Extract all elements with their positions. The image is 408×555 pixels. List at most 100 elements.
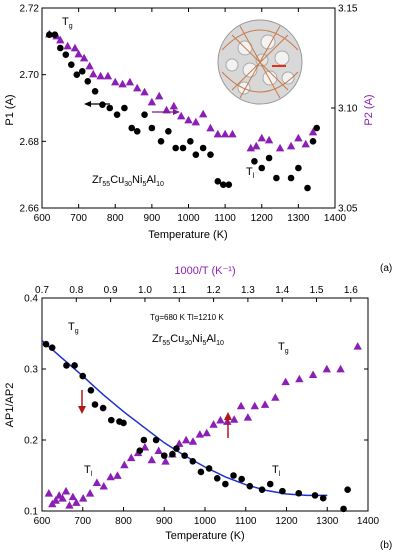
panel-b-x-tick-label: 800 <box>115 516 132 527</box>
p1-point <box>225 181 233 188</box>
tg-label: Tg <box>62 16 73 30</box>
panel-a-y-right-tick-label: 3.10 <box>338 104 358 115</box>
tg-label-right: Tg <box>278 341 289 355</box>
panel-b-x-tick-label: 1400 <box>357 516 380 527</box>
p2-point <box>286 141 296 150</box>
panel-b-axis-ticks: 600 700 800 900 1000 1100 1200 1300 1400 0.7 0.8 0.… <box>24 285 379 527</box>
p2-point <box>125 77 135 86</box>
inverse-temperature-point <box>188 437 198 445</box>
p2-point <box>169 101 179 110</box>
panel-b-x-tick-label: 1000 <box>194 516 217 527</box>
panel-a-x-tick-label: 1300 <box>287 213 310 224</box>
p1-point <box>51 31 59 38</box>
temperature-point <box>246 482 254 490</box>
p1-point <box>57 44 64 52</box>
inverse-temperature-point <box>295 374 304 383</box>
p2-point <box>252 141 261 150</box>
panel-a: 600 700 800 900 1000 1100 1200 1300 1400 2.66 2.68… <box>4 4 392 275</box>
panel-a-label: (a) <box>380 263 392 274</box>
p2-point <box>294 133 303 142</box>
inverse-temperature-point <box>243 413 253 421</box>
panel-b-label: (b) <box>380 540 392 550</box>
p1-point <box>214 178 222 185</box>
panel-b-y-tick-label: 0.4 <box>24 294 38 305</box>
inverse-temperature-point <box>181 435 191 444</box>
temperature-point <box>344 486 351 494</box>
p1-point <box>99 101 106 108</box>
inverse-temperature-point <box>229 415 239 423</box>
p1-point <box>133 128 141 135</box>
inverse-temperature-point <box>322 364 332 373</box>
temperature-point <box>266 480 274 488</box>
panel-b-x-tick-label: 700 <box>74 516 91 527</box>
temperature-point <box>279 487 286 495</box>
composition-label-b: Zr55Cu30Ni5Al10 <box>152 333 224 347</box>
p1-point <box>84 78 92 85</box>
p1-point <box>106 104 114 112</box>
p2-point <box>85 61 94 70</box>
panel-b-y-tick-label: 0.1 <box>24 507 38 518</box>
p1-point <box>192 151 200 158</box>
temperature-point <box>160 452 168 459</box>
down-arrow <box>78 390 86 414</box>
p2-point <box>118 79 127 88</box>
panel-a-x-tick-label: 1400 <box>324 213 347 224</box>
temperature-point <box>87 387 95 394</box>
inverse-temperature-point <box>44 489 54 497</box>
panel-a-y-left-tick-label: 2.68 <box>20 137 40 148</box>
inverse-temperature-point <box>209 420 218 428</box>
panel-b-y-axis-title: AP1/AP2 <box>4 383 16 428</box>
p2-point <box>96 71 105 80</box>
composition-label: Zr55Cu30Ni5Al10 <box>92 174 164 188</box>
inverse-temperature-point <box>195 430 205 438</box>
panel-a-x-tick-label: 1000 <box>177 213 200 224</box>
p2-point <box>56 35 65 44</box>
right-arrow-p2 <box>152 109 180 115</box>
panel-b-x2-tick-label: 1.5 <box>310 285 324 296</box>
inverse-temperature-point <box>353 342 362 350</box>
temperature-point <box>205 465 213 472</box>
up-arrow <box>224 412 232 438</box>
p2-point <box>264 135 274 144</box>
panel-b-x2-tick-label: 0.8 <box>69 285 83 296</box>
p1-point <box>207 151 214 158</box>
panel-b-x-tick-label: 900 <box>156 516 173 527</box>
inverse-temperature-point <box>281 377 290 386</box>
inverse-temperature-point <box>161 457 170 465</box>
temperature-point <box>79 372 87 380</box>
p2-point <box>70 43 80 52</box>
p2-point <box>213 129 222 138</box>
p2-point <box>246 143 255 152</box>
panel-a-axis-ticks: 600 700 800 900 1000 1100 1200 1300 1400 2.66 2.68… <box>20 4 358 225</box>
p1-point <box>309 138 317 145</box>
inverse-temperature-point <box>147 455 157 464</box>
temperature-point <box>107 416 115 424</box>
temperature-point <box>136 447 144 454</box>
panel-b-x2-tick-label: 1.6 <box>344 285 358 296</box>
panel-b-y-tick-label: 0.2 <box>24 436 38 447</box>
p1-point <box>73 71 81 78</box>
inverse-temperature-point <box>154 446 163 455</box>
p2-point <box>140 87 149 96</box>
p1-point <box>187 138 194 145</box>
inverse-temperature-point <box>51 496 60 504</box>
p1-point <box>273 174 280 182</box>
temperature-point <box>91 401 99 408</box>
panel-b-x2-tick-label: 0.7 <box>35 285 49 296</box>
panel-b-x2-tick-label: 1.2 <box>207 285 221 296</box>
panel-a-x-tick-label: 900 <box>144 213 161 224</box>
panel-b-x2-tick-label: 1.0 <box>138 285 152 296</box>
inverse-temperature-point <box>202 428 211 437</box>
p1-point <box>199 144 207 152</box>
panel-a-x-tick-label: 1200 <box>251 213 274 224</box>
p2-point <box>308 127 318 136</box>
temperature-point <box>222 480 229 488</box>
tl-label-right: Tl <box>272 464 281 478</box>
p2-point <box>147 97 157 106</box>
inverse-temperature-point <box>68 492 78 501</box>
p2-point <box>103 71 113 80</box>
temperature-point <box>238 475 245 483</box>
panel-b-x2-axis-title: 1000/T (K⁻¹) <box>174 265 235 277</box>
inverse-temperature-point <box>65 501 74 509</box>
p2-point <box>111 77 120 86</box>
